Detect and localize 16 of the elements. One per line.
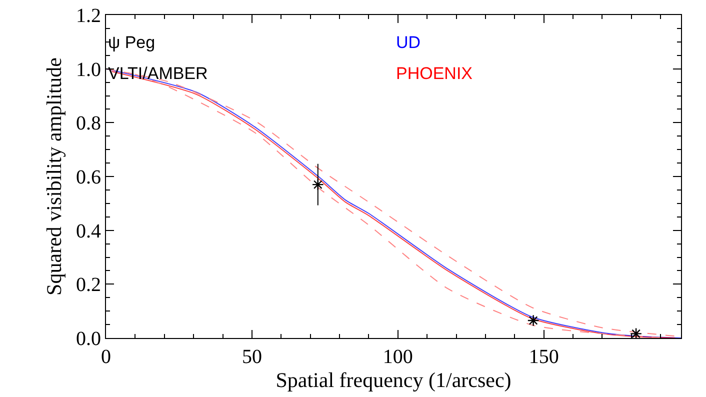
text: UD	[396, 33, 421, 52]
x-axis-title: Spatial frequency (1/arcsec)	[276, 368, 512, 392]
x-tick-label: 50	[242, 346, 262, 368]
y-tick-label: 1.0	[76, 58, 101, 81]
y-axis-title: Squared visibility amplitude	[42, 58, 66, 296]
x-tick-label: 100	[382, 346, 413, 368]
y-tick-label: 0.6	[76, 166, 101, 188]
x-tick-label: 0	[101, 346, 111, 368]
y-tick-label: 0.4	[76, 220, 101, 242]
x-tick-label: 150	[528, 346, 559, 368]
y-tick-label: 0.8	[76, 112, 101, 135]
annotation: ψ Peg	[108, 33, 156, 52]
y-tick-label: 0.2	[76, 274, 101, 296]
y-tick-label: 0.0	[76, 328, 101, 350]
y-tick-label: 1.2	[76, 5, 101, 27]
text: PHOENIX	[396, 64, 473, 83]
